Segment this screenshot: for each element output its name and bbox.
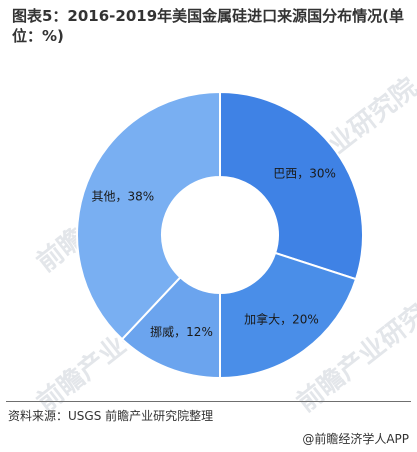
slice-label-3: 其他，38% [91, 190, 154, 204]
chart-title: 图表5：2016-2019年美国金属硅进口来源国分布情况(单位：%) [12, 7, 405, 45]
slice-label-1: 加拿大，20% [244, 312, 319, 327]
footer-divider [6, 401, 411, 402]
slice-1 [219, 251, 358, 380]
slice-0 [219, 90, 364, 281]
slice-label-2: 挪威，12% [150, 325, 213, 339]
donut-labels: 巴西，30% 加拿大，20% 挪威，12% 其他，38% [91, 167, 335, 340]
slice-3 [76, 90, 221, 341]
brand-credit: @前瞻经济学人APP [302, 432, 409, 446]
slice-label-0: 巴西，30% [273, 167, 336, 181]
donut-slices [76, 90, 364, 380]
source-note: 资料来源：USGS 前瞻产业研究院整理 [8, 409, 214, 423]
